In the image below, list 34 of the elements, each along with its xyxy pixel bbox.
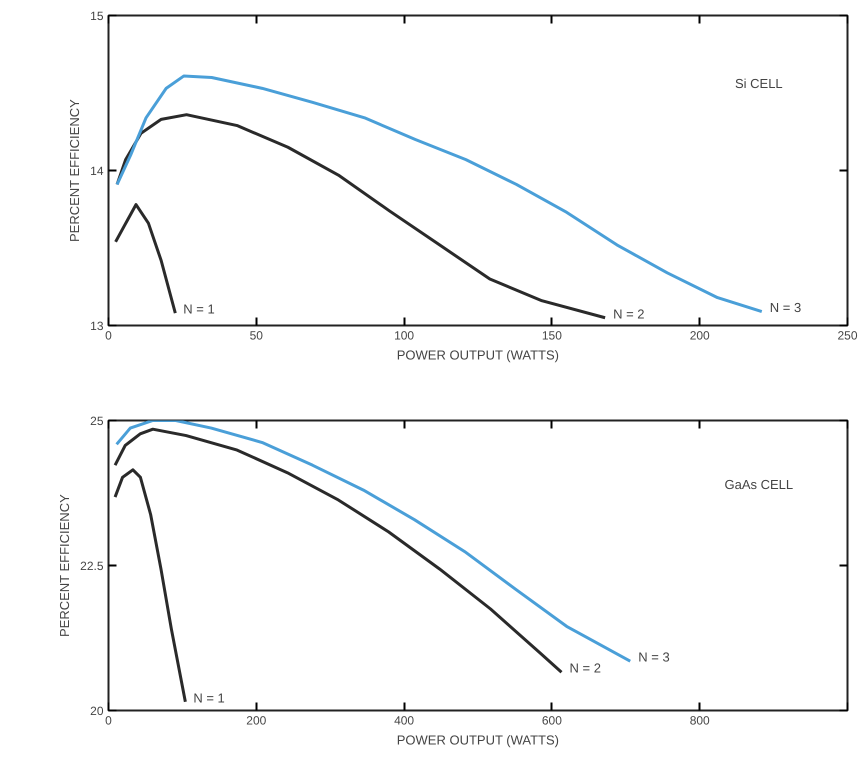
- y-axis-title: PERCENT EFFICIENCY: [67, 98, 82, 242]
- x-tick-label: 150: [542, 328, 562, 342]
- series-label: N = 2: [570, 660, 601, 676]
- series-label: N = 3: [770, 300, 802, 316]
- y-tick-label: 15: [90, 9, 104, 23]
- x-tick-label: 250: [837, 328, 858, 342]
- series-label: N = 1: [183, 302, 215, 317]
- x-tick-label: 50: [250, 328, 264, 342]
- x-tick-label: 0: [105, 328, 112, 342]
- x-tick-label: 400: [394, 714, 414, 728]
- y-tick-label: 22.5: [80, 559, 104, 573]
- x-tick-label: 200: [246, 714, 267, 728]
- line-series: [116, 113, 607, 320]
- series-label: N = 1: [193, 690, 225, 706]
- y-tick-label: 14: [90, 164, 104, 178]
- y-tick-label: 25: [90, 414, 104, 428]
- annotation: Si CELL: [734, 76, 783, 92]
- line-series: [114, 203, 177, 315]
- x-axis-title: POWER OUTPUT (WATTS): [396, 732, 560, 748]
- x-tick-label: 200: [690, 328, 710, 342]
- series-label: N = 3: [638, 650, 670, 665]
- x-tick-label: 0: [105, 714, 112, 728]
- x-tick-label: 600: [542, 714, 562, 728]
- line-series: [114, 468, 187, 704]
- y-tick-label: 20: [90, 704, 104, 718]
- x-tick-label: 800: [690, 714, 710, 728]
- y-axis-title: PERCENT EFFICIENCY: [57, 494, 72, 638]
- y-tick-label: 13: [90, 319, 104, 333]
- line-series: [114, 428, 564, 674]
- annotation: GaAs CELL: [724, 476, 794, 492]
- line-series: [115, 420, 632, 663]
- x-axis-title: POWER OUTPUT (WATTS): [396, 348, 560, 362]
- x-tick-label: 100: [394, 328, 414, 342]
- series-label: N = 2: [613, 306, 645, 322]
